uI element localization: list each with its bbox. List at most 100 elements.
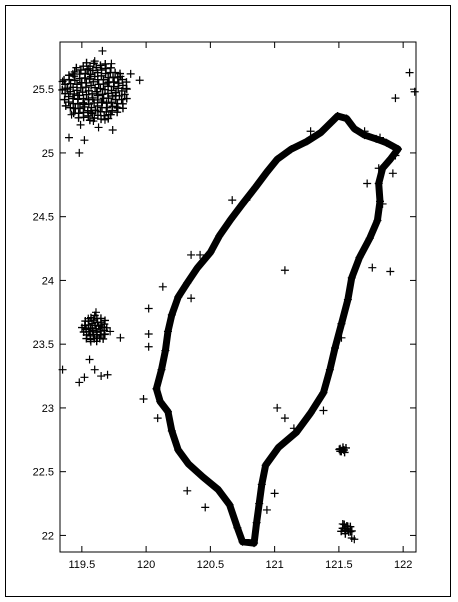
data-point-plus	[365, 234, 374, 243]
matsu-cluster-point	[79, 98, 88, 107]
matsu-cluster-point	[92, 63, 101, 72]
penghu-cluster-point	[102, 323, 111, 332]
matsu-cluster-point	[75, 91, 84, 100]
data-point-plus	[198, 472, 207, 481]
data-point-plus	[196, 250, 205, 259]
data-point-plus	[302, 137, 311, 146]
data-point-plus	[187, 250, 196, 259]
data-point-plus	[273, 155, 282, 164]
scatter-map-plot: 119.5 120 120.5 121 121.5 122 22 22.5 23 23.5 24 24…	[33, 41, 419, 571]
data-point-plus	[163, 407, 172, 416]
data-point-plus	[372, 134, 381, 143]
matsu-cluster-point	[122, 94, 131, 103]
data-point-plus	[394, 145, 403, 154]
penghu-cluster-point	[90, 311, 99, 320]
data-point-plus	[382, 138, 391, 147]
penghu-cluster-point	[92, 337, 101, 346]
data-point-plus	[250, 539, 259, 548]
penghu-cluster-point	[78, 323, 87, 332]
data-point-plus	[193, 263, 202, 272]
data-point-plus	[386, 155, 395, 164]
data-point-plus	[342, 114, 351, 123]
axis-ticks	[60, 42, 416, 552]
data-point-plus	[337, 333, 346, 342]
data-point-plus	[289, 424, 298, 433]
data-point-plus	[306, 409, 315, 418]
x-tick-label: 120.5	[197, 559, 225, 571]
data-point-plus	[233, 523, 242, 532]
matsu-cluster-point	[116, 69, 125, 78]
y-tick-label: 23	[42, 403, 54, 415]
data-point-plus	[376, 133, 385, 142]
matsu-cluster-point	[85, 116, 94, 125]
matsu-cluster-point	[75, 70, 84, 79]
x-tick-label: 119.5	[68, 559, 95, 571]
taiwan-coastline	[152, 112, 402, 547]
data-point-plus	[108, 125, 117, 134]
matsu-cluster-point	[88, 109, 97, 118]
data-point-plus	[228, 196, 237, 205]
data-point-plus	[316, 128, 325, 137]
data-point-plus	[280, 266, 289, 275]
matsu-cluster-point	[84, 111, 93, 120]
data-point-plus	[226, 215, 235, 224]
matsu-cluster-point	[69, 99, 78, 108]
data-point-plus	[103, 370, 112, 379]
data-point-plus	[76, 120, 85, 129]
data-point-plus	[355, 253, 364, 262]
matsu-cluster-point	[60, 75, 69, 84]
penghu-cluster-point	[100, 316, 109, 325]
data-point-plus	[144, 329, 153, 338]
data-point-plus	[325, 365, 334, 374]
data-point-plus	[98, 46, 107, 55]
penghu-cluster-point	[86, 335, 95, 344]
data-point-plus	[378, 199, 387, 208]
penghu-cluster-point	[81, 317, 90, 326]
data-point-plus	[85, 355, 94, 364]
matsu-cluster-point	[74, 113, 83, 122]
data-point-plus	[405, 68, 414, 77]
data-point-plus	[343, 295, 352, 304]
green-island-point	[341, 443, 350, 452]
data-point-plus	[144, 304, 153, 313]
data-point-plus	[183, 278, 192, 287]
data-point-plus	[262, 168, 271, 177]
data-point-plus	[363, 179, 372, 188]
matsu-cluster-point	[70, 76, 79, 85]
data-point-plus	[94, 123, 103, 132]
data-point-plus	[167, 426, 176, 435]
matsu-cluster-point	[70, 89, 79, 98]
data-point-plus	[388, 169, 397, 178]
data-point-plus	[287, 145, 296, 154]
matsu-cluster-point	[77, 78, 86, 87]
matsu-cluster-point	[97, 66, 106, 75]
data-point-plus	[152, 384, 161, 393]
matsu-cluster-point	[69, 109, 78, 118]
data-point-plus	[270, 489, 279, 498]
matsu-cluster-point	[118, 75, 127, 84]
matsu-cluster-point	[66, 103, 75, 112]
data-point-plus	[126, 69, 135, 78]
data-point-plus	[337, 319, 346, 328]
data-point-plus	[238, 199, 247, 208]
plot-area-border	[59, 41, 417, 553]
data-point-plus	[262, 505, 271, 514]
matsu-cluster-point	[64, 71, 73, 80]
scatter-points	[58, 46, 419, 548]
data-point-plus	[325, 119, 334, 128]
coastline-path	[152, 112, 402, 547]
x-tick-label: 122	[394, 559, 412, 571]
data-point-plus	[80, 373, 89, 382]
data-point-plus	[350, 535, 359, 544]
data-point-plus	[58, 365, 67, 374]
data-point-plus	[90, 365, 99, 374]
matsu-cluster-point	[71, 104, 80, 113]
data-point-plus	[255, 499, 264, 508]
penghu-cluster-point	[100, 330, 109, 339]
data-point-plus	[201, 503, 210, 512]
matsu-cluster-point	[85, 74, 94, 83]
y-tick-label: 25.5	[33, 84, 54, 96]
matsu-cluster-point	[120, 90, 129, 99]
matsu-cluster-point	[61, 80, 70, 89]
data-point-plus	[64, 133, 73, 142]
